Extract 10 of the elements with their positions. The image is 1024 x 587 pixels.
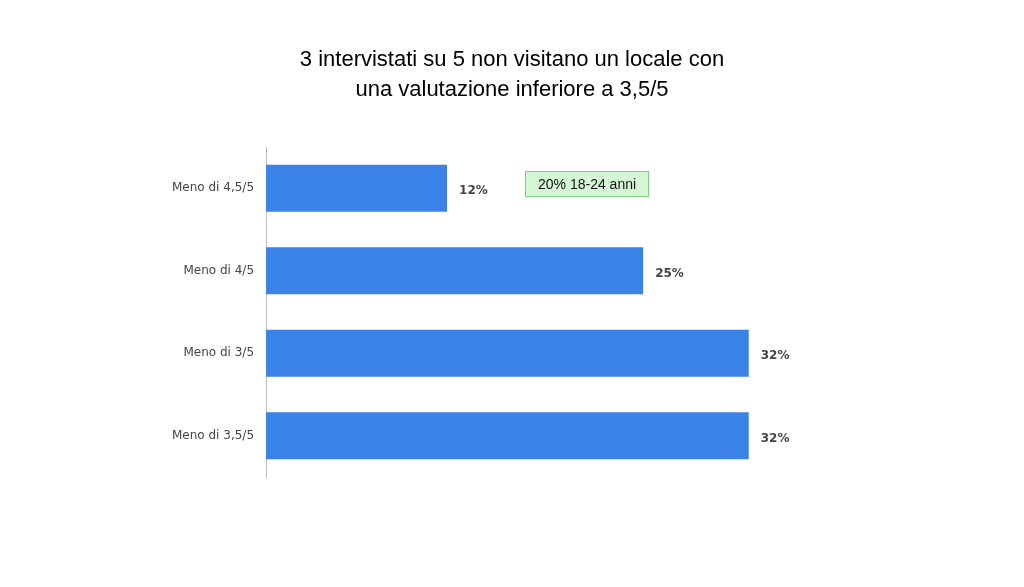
data-label: 12%	[459, 183, 488, 198]
data-label: 32%	[760, 430, 790, 445]
chart-title: 3 intervistati su 5 non visitano un locale con una valutazione inferiore a 3,5/5	[298, 45, 726, 103]
y-tick-label: Meno di 4/5	[183, 262, 255, 277]
data-label: 25%	[655, 265, 684, 280]
y-tick-label: Meno di 3/5	[183, 345, 255, 360]
y-tick-label: Meno di 4,5/5	[171, 180, 255, 195]
data-label: 32%	[760, 348, 790, 363]
annotation: 20% 18-24 anni	[525, 171, 650, 197]
y-tick-label: Meno di 3,5/5	[171, 427, 255, 442]
